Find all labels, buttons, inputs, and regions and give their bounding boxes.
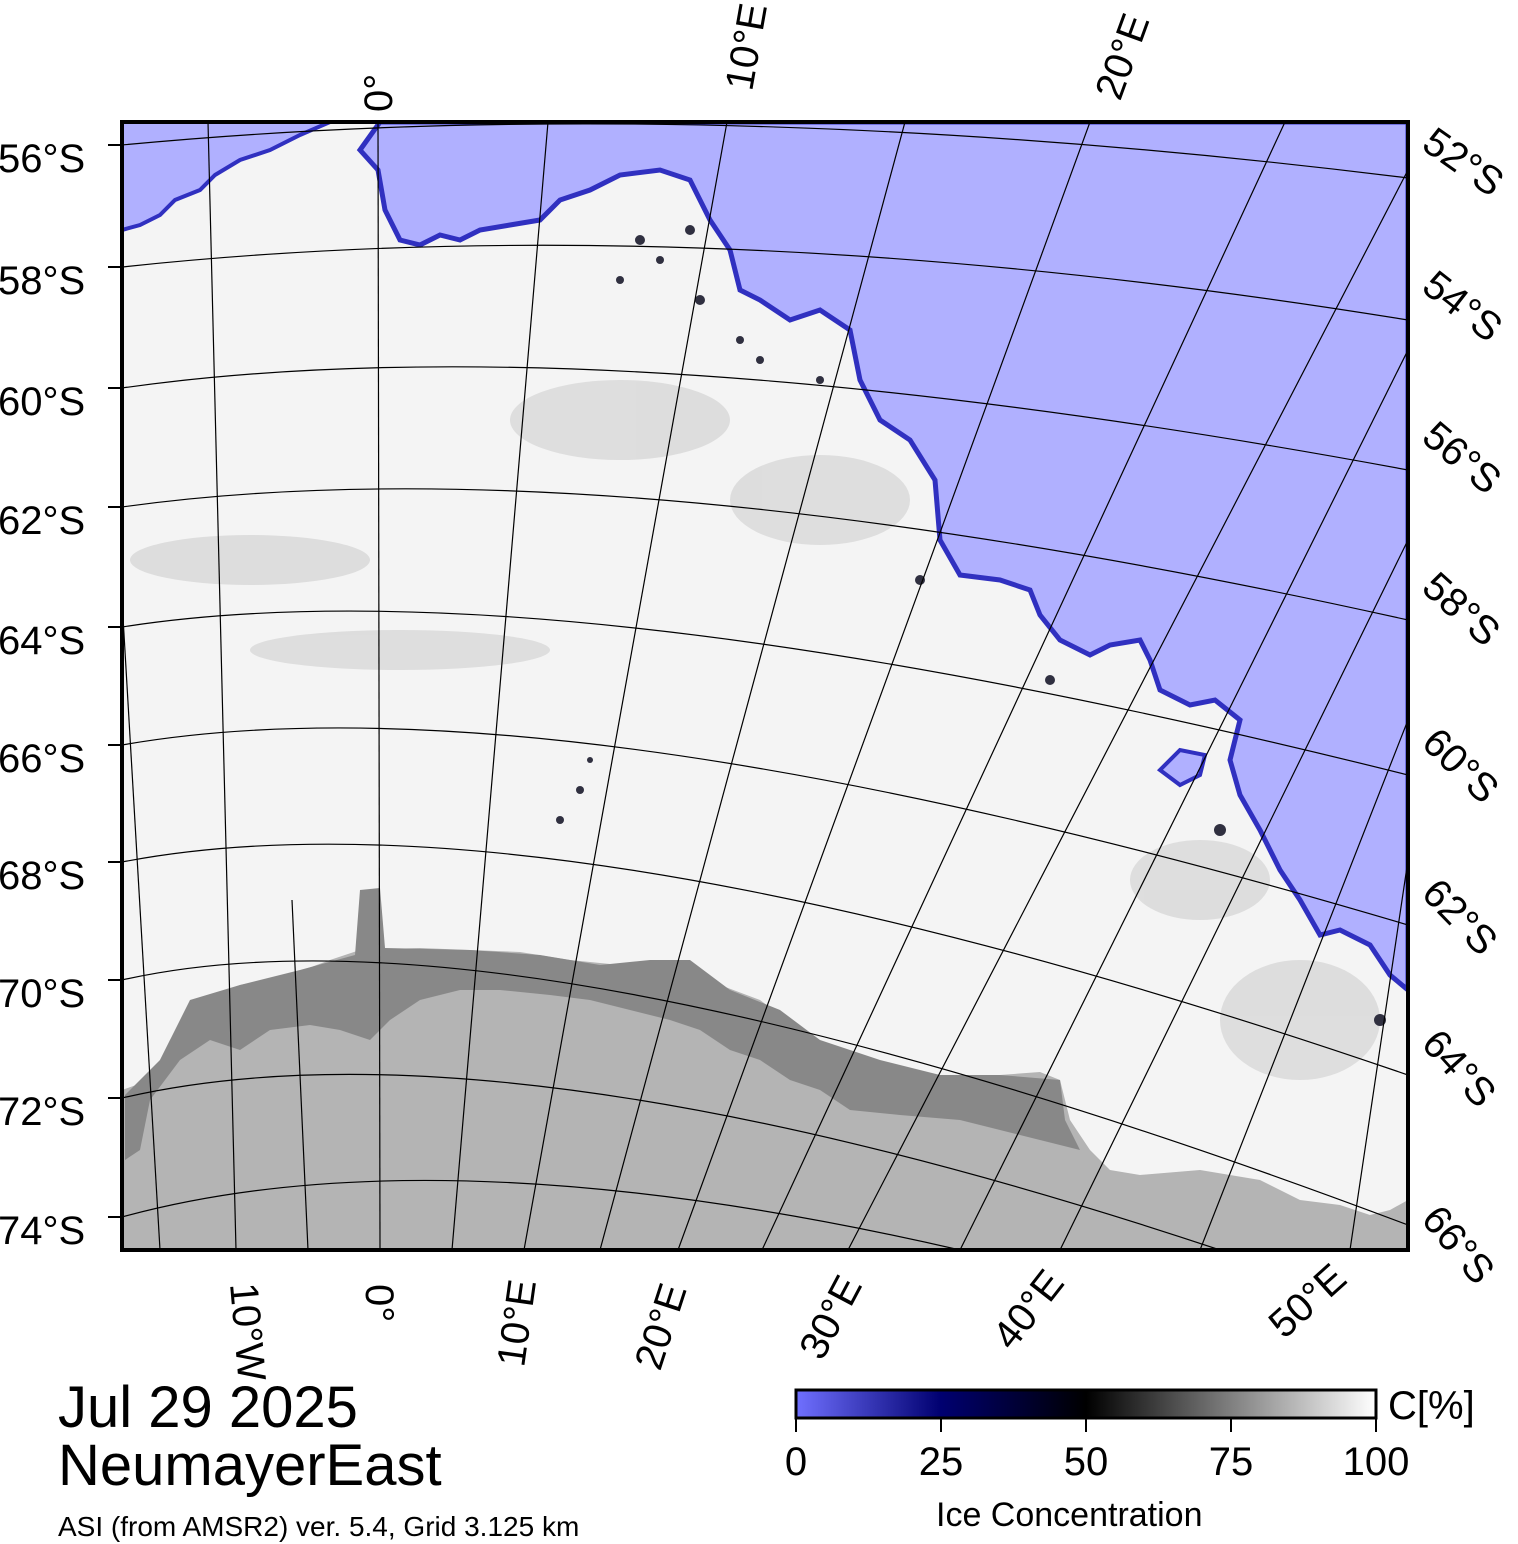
land [122,948,1408,1250]
region-title: NeumayerEast [58,1433,442,1498]
lat-label-64s-right: 64°S [1413,1022,1504,1116]
lat-label-66s: 66°S [0,737,85,781]
colorbar-tick-25: 25 [918,1440,964,1484]
colorbar-tick-100: 100 [1342,1440,1410,1484]
lat-labels-left: 56°S 58°S 60°S 62°S 64°S 66°S 68°S 70°S … [0,137,85,1253]
ice-texture [130,380,1380,1080]
lon-label-top-20e: 20°E [1087,8,1158,105]
map-area [122,122,1408,1250]
lat-label-74s: 74°S [0,1209,85,1253]
meridians [122,122,1408,1250]
colorbar [794,1388,1378,1432]
lat-label-58s: 58°S [0,259,85,303]
polynya [1156,747,1208,788]
lat-label-62s: 62°S [0,499,85,543]
lon-label-bottom-40e: 40°E [984,1262,1072,1358]
date-title: Jul 29 2025 [58,1375,358,1440]
colorbar-tick-75: 75 [1208,1440,1254,1484]
lat-label-64s: 64°S [0,619,85,663]
parallels [122,123,1408,1250]
lat-label-56s-right: 56°S [1414,413,1509,503]
data-source-credit: ASI (from AMSR2) ver. 5.4, Grid 3.125 km [58,1511,580,1542]
colorbar-unit: C[%] [1388,1384,1475,1428]
lat-label-68s: 68°S [0,854,85,898]
ice-dark-spots [556,225,1386,1026]
lon-label-bottom-0: 0° [357,1284,401,1322]
lat-label-56s: 56°S [0,137,85,181]
ice-shelf [125,888,1080,1160]
colorbar-title: Ice Concentration [936,1496,1203,1534]
lat-label-60s-right: 60°S [1414,720,1507,812]
lon-label-top-10e: 10°E [718,0,776,93]
colorbar-gradient [794,1388,1378,1420]
lat-label-52s: 52°S [1415,119,1512,205]
lat-label-70s: 70°S [0,972,85,1016]
lat-label-60s: 60°S [0,380,85,424]
lat-label-54s: 54°S [1414,262,1510,350]
map-frame [120,120,1410,1252]
open-water-west [122,122,331,233]
lon-label-10w: 10°W [221,1281,273,1383]
lat-label-58s-right: 58°S [1414,564,1508,655]
lon-labels-top: 0° 10°E 20°E [357,0,1158,112]
left-ticks [108,144,122,1218]
lon-label-bottom-50e: 50°E [1261,1256,1355,1347]
lat-label-66s-right: 66°S [1413,1198,1503,1293]
colorbar-tick-50: 50 [1063,1440,1109,1484]
lat-label-62s-right: 62°S [1414,871,1506,964]
lon-label-top-0: 0° [357,74,401,112]
lat-labels-right: 52°S 54°S 56°S 58°S 60°S 62°S 64°S 66°S [1413,119,1511,1292]
lon-labels-bottom: 10°W 0° 10°E 20°E 30°E 40°E 50°E [221,1256,1355,1383]
lon-label-bottom-10e: 10°E [489,1277,545,1369]
open-water [356,122,1408,994]
colorbar-ticks [795,1418,1377,1432]
lat-label-72s: 72°S [0,1090,85,1134]
colorbar-tick-0: 0 [784,1440,808,1484]
lon-label-bottom-30e: 30°E [791,1269,871,1367]
lon-label-bottom-20e: 20°E [627,1278,696,1375]
